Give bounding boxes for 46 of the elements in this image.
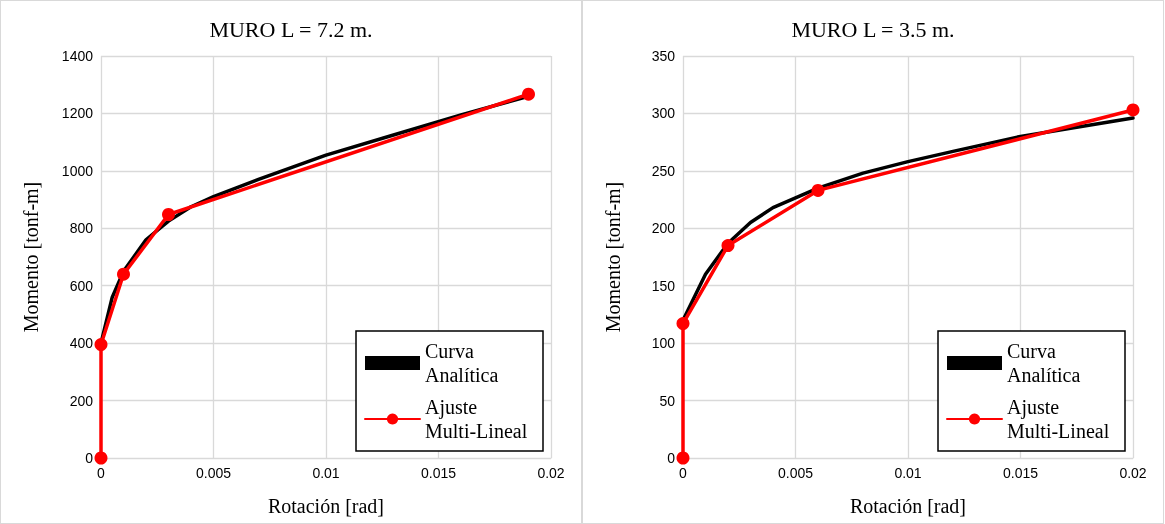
x-tick-label: 0.02 — [537, 465, 565, 481]
y-tick-label: 1200 — [61, 105, 94, 122]
y-tick-label: 1400 — [61, 48, 94, 64]
point — [1126, 103, 1140, 117]
x-tick-label: 0.005 — [777, 465, 814, 481]
x-tick-label: 0 — [97, 465, 106, 481]
legend-label: Ajuste Multi-Lineal — [425, 396, 528, 442]
x-axis-title: Rotación [rad] — [267, 495, 385, 517]
y-tick-label: 250 — [651, 162, 676, 179]
legend-label: Curva Analítica — [425, 340, 499, 386]
y-axis-title: Momento [tonf-m] — [20, 181, 42, 333]
x-axis-title: Rotación [rad] — [849, 495, 967, 517]
chart-title: MURO L = 7.2 m. — [209, 16, 373, 42]
y-tick-label: 50 — [659, 392, 676, 409]
point — [117, 267, 130, 281]
x-tick-label: 0.015 — [1002, 465, 1039, 481]
y-tick-label: 600 — [69, 277, 94, 294]
point — [522, 87, 535, 101]
y-tick-label: 150 — [651, 277, 676, 294]
y-tick-label: 1000 — [61, 162, 94, 179]
y-tick-label: 400 — [69, 335, 94, 352]
point — [676, 451, 690, 465]
x-tick-label: 0.02 — [1119, 465, 1147, 481]
point — [162, 208, 175, 221]
point — [811, 183, 825, 197]
y-tick-label: 100 — [651, 335, 676, 352]
point — [676, 317, 690, 331]
point — [94, 451, 108, 465]
y-axis-title: Momento [tonf-m] — [602, 181, 624, 333]
point — [94, 338, 108, 352]
y-tick-label: 800 — [69, 220, 94, 237]
x-tick-label: 0.015 — [420, 465, 457, 481]
y-tick-label: 200 — [651, 220, 676, 237]
x-tick-label: 0.01 — [894, 465, 922, 481]
point — [721, 239, 735, 253]
chart-title: MURO L = 3.5 m. — [791, 16, 955, 42]
y-tick-label: 0 — [667, 450, 676, 466]
x-tick-label: 0.005 — [195, 465, 232, 481]
x-tick-label: 0 — [679, 465, 688, 481]
x-tick-label: 0.01 — [312, 465, 340, 481]
y-tick-label: 350 — [651, 48, 676, 64]
y-tick-label: 300 — [651, 105, 676, 122]
y-tick-label: 200 — [69, 392, 94, 409]
legend-label: Ajuste Multi-Lineal — [1007, 396, 1110, 442]
legend-label: Curva Analítica — [1007, 340, 1081, 386]
y-tick-label: 0 — [85, 450, 94, 466]
